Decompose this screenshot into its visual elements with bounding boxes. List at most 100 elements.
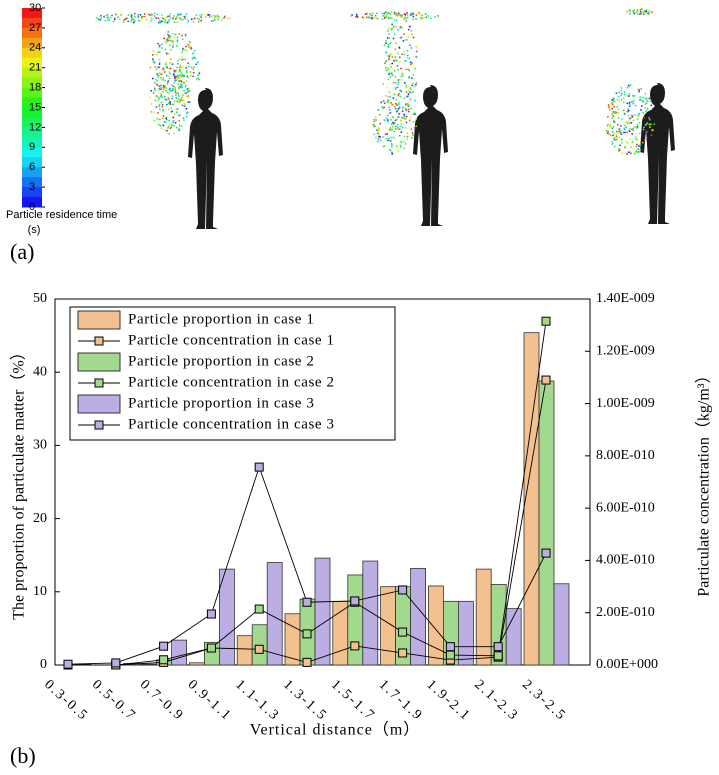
x-tick-label: 1.7-1.9 [376,677,426,724]
particle-clouds [95,8,656,155]
particle [169,87,172,90]
particle [400,90,403,93]
colorbar-tick-label: 21 [29,62,41,74]
particle [187,101,190,104]
particle [153,15,156,17]
particle [167,79,170,82]
particle [406,14,409,16]
particle [384,15,386,17]
particle [168,35,171,38]
particle [175,126,178,129]
particle [412,18,415,21]
particle [632,102,635,105]
particle [137,19,140,22]
particle [172,87,174,90]
particle [173,81,176,84]
x-tick-label: 0.5-0.7 [89,677,139,724]
marker [254,604,264,614]
particle [165,52,168,55]
particle [615,92,618,95]
particle [183,75,185,77]
particle [645,98,648,100]
particle [355,13,358,16]
bar [410,567,427,666]
particle [394,88,397,90]
particle [140,17,143,20]
particle [156,84,159,87]
particle [391,153,394,155]
particle [178,33,181,35]
marker [63,659,73,669]
particle [161,47,164,49]
particle [182,15,185,18]
particle [153,12,156,15]
particle [173,36,176,39]
particle [635,145,638,148]
colorbar-band [22,47,42,59]
particle [387,68,390,71]
particle [398,106,401,109]
particle [162,67,165,70]
panel-label: (a) [10,239,34,264]
colorbar-unit: (s) [28,224,41,236]
particle [633,94,636,97]
colorbar-band [22,117,42,128]
particle [390,72,393,75]
particle [167,108,170,111]
particle [156,79,159,82]
particle [398,56,401,59]
colorbar-band [22,77,42,89]
particle [208,16,211,18]
particle [192,21,195,23]
particle [180,125,183,128]
particle [391,125,394,128]
colorbar: 0 3 6 9 12 15 18 21 24 27 30 [22,2,45,213]
particle [140,16,143,18]
particle [194,57,197,60]
particle [377,109,380,111]
particle [401,14,403,17]
particle [415,84,417,87]
particle [174,90,177,92]
particle [633,99,635,102]
particle [156,13,159,16]
particle [388,33,390,35]
marker [350,641,360,651]
particle [187,65,190,68]
particle [165,65,168,68]
marker [302,657,312,667]
particle [415,125,418,128]
particle [437,15,439,18]
particle [421,14,424,17]
particle [389,13,392,15]
particle [648,123,651,126]
particle [153,87,156,90]
particle [172,116,175,119]
particle [399,146,402,149]
particle [385,11,388,14]
particle [635,126,637,129]
particle [390,11,393,14]
particle [393,12,396,15]
particle [385,117,388,120]
particle [390,66,392,68]
particle [154,78,157,81]
particle [163,95,166,98]
particle [171,89,174,92]
particle [407,110,410,113]
particle [150,89,153,92]
particle [172,121,174,124]
particle [192,71,195,74]
particle [620,92,623,95]
particle [406,57,409,59]
particle [162,115,165,117]
particle [169,67,172,70]
particle [384,11,387,14]
particle [168,75,170,77]
particle [393,33,396,36]
particle [385,94,387,97]
particle [647,12,650,15]
particle [627,108,629,110]
particle [163,71,166,73]
